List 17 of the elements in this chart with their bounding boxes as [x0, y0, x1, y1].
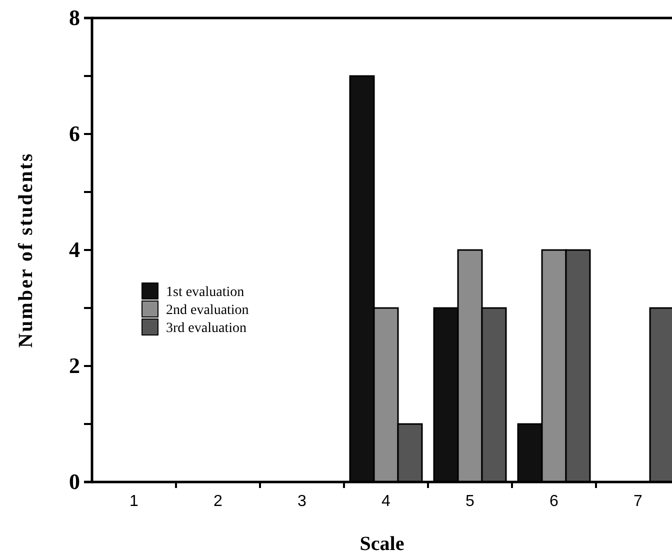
- y-axis-title: Number of students: [15, 152, 37, 348]
- x-tick-label: 4: [382, 492, 391, 510]
- x-tick-label: 6: [550, 492, 559, 510]
- y-tick-label: 0: [69, 469, 80, 494]
- x-tick-label: 5: [466, 492, 475, 510]
- y-tick-label: 8: [69, 5, 80, 30]
- legend-label: 1st evaluation: [166, 285, 244, 300]
- y-tick-label: 6: [69, 121, 80, 146]
- x-tick-label: 2: [214, 492, 223, 510]
- x-tick-label: 1: [130, 492, 139, 510]
- legend-label: 3rd evaluation: [166, 321, 246, 336]
- x-tick-label: 3: [298, 492, 307, 510]
- legend-label: 2nd evaluation: [166, 303, 249, 318]
- x-tick-label: 7: [634, 492, 643, 510]
- y-tick-label: 2: [69, 353, 80, 378]
- x-axis-title: Scale: [360, 533, 404, 555]
- y-tick-label: 4: [69, 237, 80, 262]
